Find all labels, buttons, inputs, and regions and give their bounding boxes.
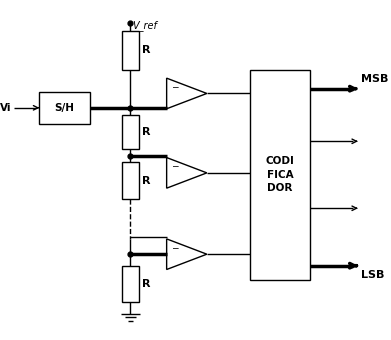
Text: R: R <box>142 279 150 289</box>
Text: −: − <box>171 82 179 91</box>
Text: S/H: S/H <box>55 103 75 113</box>
Text: Vi: Vi <box>0 103 12 113</box>
Text: R: R <box>142 175 150 186</box>
Text: R: R <box>142 46 150 55</box>
Bar <box>39 91 90 124</box>
Bar <box>122 266 139 302</box>
Text: V_ref: V_ref <box>132 20 157 31</box>
Text: FICA: FICA <box>267 170 293 180</box>
Bar <box>122 31 139 70</box>
Text: DOR: DOR <box>267 183 293 193</box>
Text: −: − <box>171 162 179 171</box>
Bar <box>250 70 310 280</box>
Bar <box>122 162 139 199</box>
Text: −: − <box>171 243 179 252</box>
Text: CODI: CODI <box>265 156 294 166</box>
Text: MSB: MSB <box>361 74 388 84</box>
Text: LSB: LSB <box>361 270 384 280</box>
Text: R: R <box>142 127 150 137</box>
Bar <box>122 115 139 149</box>
